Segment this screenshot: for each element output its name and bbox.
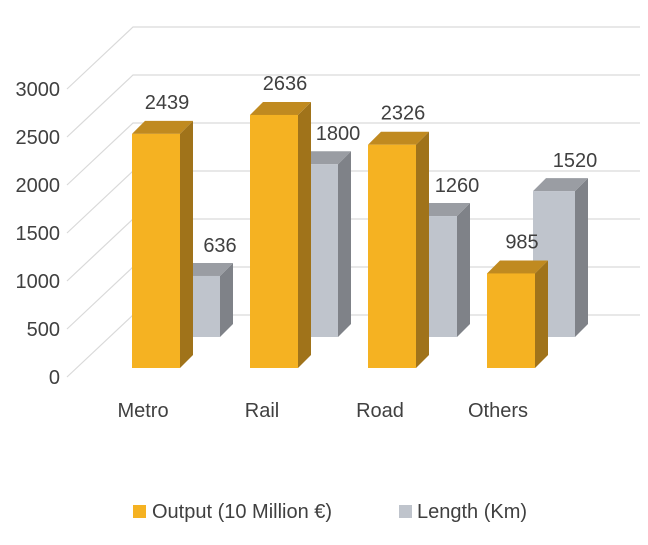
data-label-output: 2326 <box>381 103 426 125</box>
legend-swatch-output <box>133 505 146 518</box>
bar-length-side <box>338 151 351 337</box>
data-label-output: 2636 <box>263 73 308 95</box>
gridline <box>66 26 640 90</box>
y-tick-label: 500 <box>27 319 60 341</box>
bar-output-side <box>416 131 429 368</box>
gridline <box>66 74 640 138</box>
data-label-length: 636 <box>203 235 236 257</box>
y-tick-label: 2500 <box>16 127 61 149</box>
legend-label-output: Output (10 Million €) <box>152 501 332 523</box>
x-category-label: Others <box>468 400 528 422</box>
bar-output <box>132 133 180 368</box>
bar-output <box>250 114 298 368</box>
y-tick-label: 2000 <box>16 175 61 197</box>
bar-length-top <box>533 178 588 192</box>
y-tick-label: 1500 <box>16 223 61 245</box>
bar-output-side <box>535 260 548 368</box>
bar-output-side <box>180 120 193 368</box>
bar-length-side <box>457 203 470 337</box>
x-category-label: Rail <box>245 400 279 422</box>
y-tick-label: 0 <box>49 367 60 389</box>
legend-label-length: Length (Km) <box>417 501 527 523</box>
y-tick-label: 1000 <box>16 271 61 293</box>
gridline <box>66 122 640 186</box>
x-category-label: Metro <box>117 400 168 422</box>
bar-output <box>487 273 535 368</box>
x-category-label: Road <box>356 400 404 422</box>
bar-output-side <box>298 101 311 368</box>
bar-output-top <box>487 260 548 274</box>
legend-swatch-length <box>399 505 412 518</box>
y-tick-label: 3000 <box>16 79 61 101</box>
bar-length-side <box>575 178 588 337</box>
bar-output-top <box>132 120 193 134</box>
bar-output-top <box>250 101 311 115</box>
data-label-length: 1260 <box>435 175 480 197</box>
data-label-output: 2439 <box>145 92 190 114</box>
bar-output <box>368 144 416 368</box>
data-label-length: 1520 <box>553 150 598 172</box>
data-label-output: 985 <box>505 231 538 253</box>
data-label-length: 1800 <box>316 123 361 145</box>
bar-length-side <box>220 262 233 337</box>
bar-output-top <box>368 131 429 145</box>
